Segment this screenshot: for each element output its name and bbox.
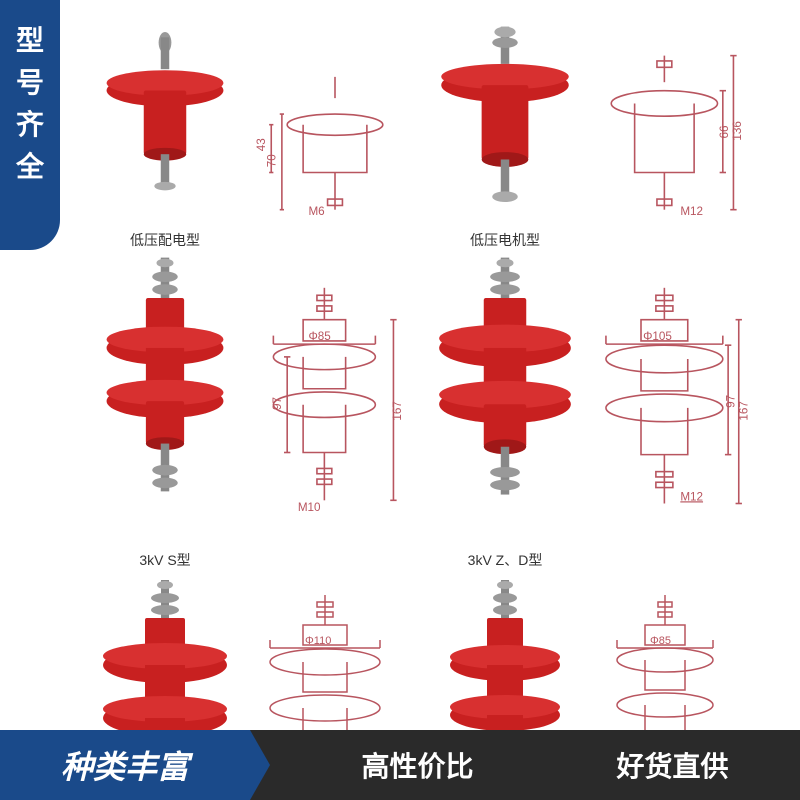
cell-r3c4: Φ85 <box>590 570 760 750</box>
product-photo-partial-2 <box>420 570 590 750</box>
dim-body: 66 <box>718 126 731 139</box>
badge-char-2: 齐 <box>16 104 44 146</box>
cell-r1c1: 低压配电型 <box>80 10 250 250</box>
cell-r2c1: 3kV S型 <box>80 250 250 570</box>
banner-left: 种类丰富 <box>0 730 250 800</box>
cell-r1c4: 136 66 M12 <box>590 10 760 250</box>
cell-r2c2: Φ85 167 97 M10 <box>250 250 420 570</box>
diagram-3kv-zd: Φ105 167 97 M12 <box>590 250 760 570</box>
dim-dia: Φ110 <box>305 635 331 647</box>
cell-r3c3 <box>420 570 590 750</box>
product-photo-3kv-zd <box>420 247 590 545</box>
dim-body: 43 <box>255 138 268 151</box>
dim-thread: M12 <box>680 205 703 218</box>
dim-body: 97 <box>725 395 738 408</box>
banner-item-0: 高性价比 <box>361 745 473 785</box>
badge-char-3: 全 <box>16 146 44 188</box>
badge-topleft: 型 号 齐 全 <box>0 0 60 250</box>
product-photo-3kv-s <box>80 247 250 545</box>
badge-char-1: 号 <box>16 62 44 104</box>
dim-total: 167 <box>391 401 404 420</box>
dim-total: 167 <box>737 401 750 420</box>
product-photo-lv-dist <box>80 10 250 224</box>
cell-r1c2: 43 70 M6 <box>250 10 420 250</box>
dim-total: 136 <box>731 121 744 140</box>
cell-r2c4: Φ105 167 97 M12 <box>590 250 760 570</box>
banner-left-text: 种类丰富 <box>61 742 189 788</box>
product-catalog: 低压配电型 43 70 M6 <box>0 0 800 800</box>
diagram-3kv-s: Φ85 167 97 M10 <box>250 250 420 570</box>
badge-char-0: 型 <box>16 20 44 62</box>
product-photo-lv-motor <box>420 10 590 224</box>
dim-dia: Φ85 <box>650 635 671 647</box>
dim-dia: Φ85 <box>308 330 330 343</box>
banner-right: 高性价比 好货直供 <box>250 730 800 800</box>
label-3kv-zd: 3kV Z、D型 <box>468 550 543 570</box>
cell-r3c1 <box>80 570 250 750</box>
dim-dia: Φ105 <box>643 330 672 343</box>
cell-r3c2: Φ110 <box>250 570 420 750</box>
banner-item-1: 好货直供 <box>616 745 728 785</box>
banner-bottom: 种类丰富 高性价比 好货直供 <box>0 730 800 800</box>
diagram-partial-1: Φ110 <box>250 570 420 750</box>
label-3kv-s: 3kV S型 <box>139 550 190 570</box>
product-photo-partial-1 <box>80 570 250 750</box>
diagram-lv-motor: 136 66 M12 <box>590 10 760 250</box>
dim-thread: M12 <box>680 490 703 503</box>
diagram-lv-dist: 43 70 M6 <box>250 10 420 250</box>
cell-r2c3: 3kV Z、D型 <box>420 250 590 570</box>
diagram-partial-2: Φ85 <box>590 570 760 750</box>
dim-thread: M6 <box>308 205 324 218</box>
dim-thread: M10 <box>298 501 321 514</box>
cell-r1c3: 低压电机型 <box>420 10 590 250</box>
dim-total: 70 <box>266 154 279 167</box>
dim-body: 97 <box>271 397 284 410</box>
